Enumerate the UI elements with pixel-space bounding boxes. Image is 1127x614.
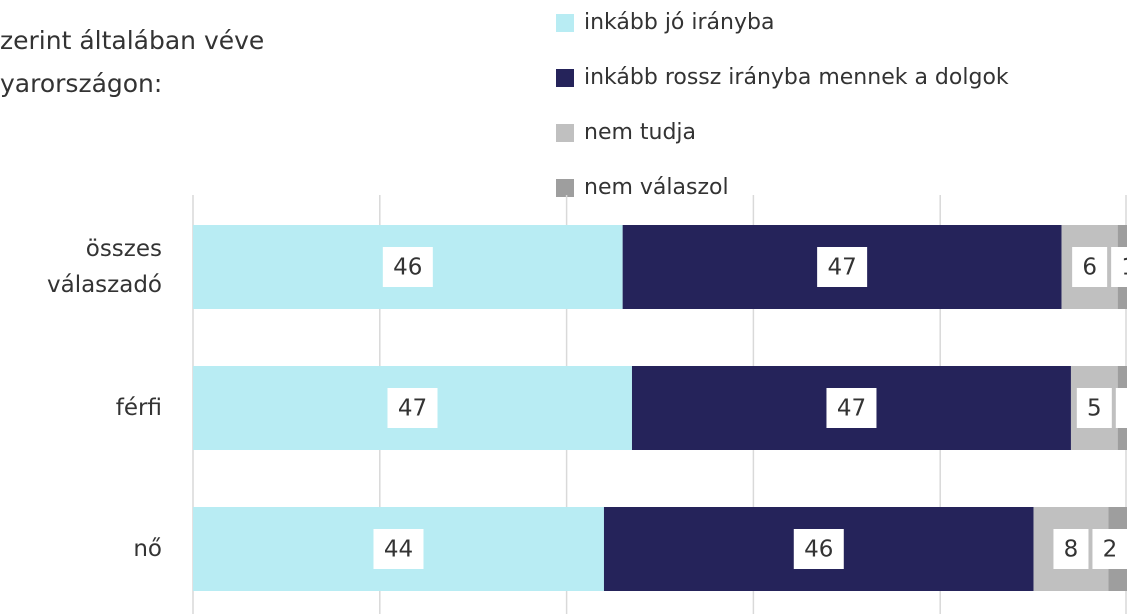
value-label-box: [1115, 388, 1127, 428]
category-label: nő: [133, 536, 162, 562]
chart-title: zerint általában véve: [0, 26, 265, 55]
value-label-box: [382, 247, 433, 287]
value-label-box: [826, 388, 877, 428]
category-label: férfi: [115, 395, 162, 421]
value-label: 6: [1082, 255, 1097, 281]
value-label-box: [1092, 529, 1127, 569]
value-label-box: [1111, 247, 1127, 287]
value-label-box: [1053, 529, 1089, 569]
value-label: 2: [1103, 537, 1118, 563]
legend-label: nem válaszol: [584, 175, 729, 200]
legend-swatch: [556, 14, 574, 32]
value-label: 8: [1064, 537, 1079, 563]
value-label-box: [1076, 388, 1112, 428]
value-label: 44: [384, 537, 413, 563]
value-label: 5: [1087, 396, 1102, 422]
value-label-box: [1072, 247, 1108, 287]
legend-swatch: [556, 69, 574, 87]
category-label: összes válaszadó: [46, 236, 162, 298]
value-label: 46: [804, 537, 833, 563]
value-label: 46: [393, 255, 422, 281]
legend-swatch: [556, 124, 574, 142]
value-label: 1: [1121, 255, 1127, 281]
legend-swatch: [556, 179, 574, 197]
value-label-box: [793, 529, 844, 569]
value-label-box: [373, 529, 424, 569]
legend-label: inkább jó irányba: [584, 10, 774, 35]
value-label: 1: [1126, 396, 1127, 422]
value-label: 47: [837, 396, 866, 422]
legend-label: nem tudja: [584, 120, 696, 145]
value-label-box: [387, 388, 438, 428]
value-label: 47: [398, 396, 427, 422]
value-label: 47: [827, 255, 856, 281]
chart-title: yarországon:: [0, 69, 163, 98]
value-label-box: [817, 247, 868, 287]
legend-label: inkább rossz irányba mennek a dolgok: [584, 65, 1009, 90]
